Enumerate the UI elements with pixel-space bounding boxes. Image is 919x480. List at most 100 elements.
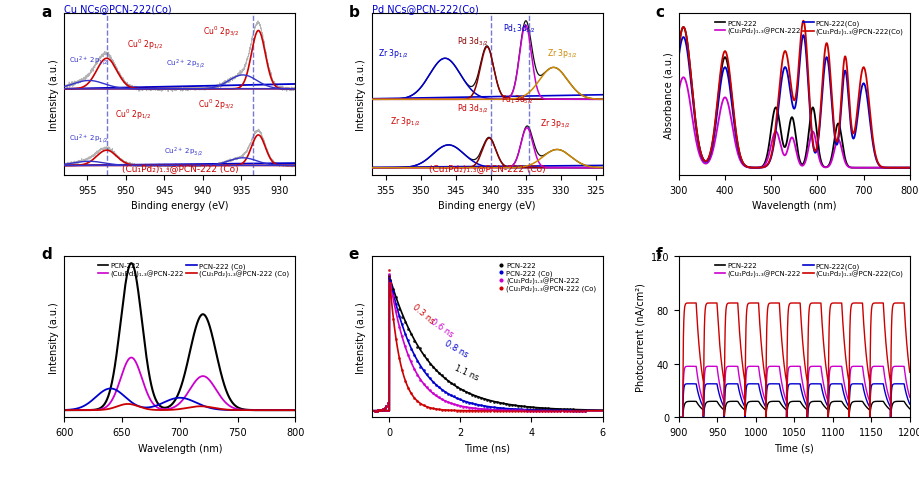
Point xyxy=(505,407,519,414)
Point xyxy=(505,407,519,415)
Point xyxy=(456,407,471,415)
Point xyxy=(414,376,428,384)
Point xyxy=(483,397,498,405)
X-axis label: Wavelength (nm): Wavelength (nm) xyxy=(138,443,222,453)
Text: b: b xyxy=(348,5,359,20)
Point xyxy=(468,393,482,400)
Point xyxy=(495,407,510,414)
Point xyxy=(550,407,565,414)
Point xyxy=(553,407,568,415)
Point xyxy=(541,407,556,415)
X-axis label: Binding energy (eV): Binding energy (eV) xyxy=(131,201,229,211)
Point xyxy=(398,330,413,338)
Point xyxy=(565,407,580,415)
Point xyxy=(483,407,498,415)
Point xyxy=(556,406,571,413)
Point xyxy=(468,405,482,412)
Point xyxy=(502,401,516,408)
Point xyxy=(483,406,498,414)
Point xyxy=(538,407,552,414)
Point xyxy=(368,407,382,415)
Point xyxy=(498,407,513,414)
Point xyxy=(493,404,507,412)
Point xyxy=(510,407,525,414)
Point xyxy=(422,360,437,368)
Point xyxy=(425,378,440,385)
Point xyxy=(382,275,397,282)
Point xyxy=(514,407,528,414)
Text: $\rm Cu^{2+}\ 2p_{3/2}$: $\rm Cu^{2+}\ 2p_{3/2}$ xyxy=(164,144,203,157)
Point xyxy=(577,407,592,415)
Point xyxy=(371,407,386,414)
Point xyxy=(480,396,494,404)
Legend: PCN-222, PCN-222 (Co), (Cu₁Pd₂)₁.₃@PCN-222, (Cu₁Pd₂)₁.₃@PCN-222 (Co): PCN-222, PCN-222 (Co), (Cu₁Pd₂)₁.₃@PCN-2… xyxy=(495,260,599,295)
Point xyxy=(407,394,422,402)
Point xyxy=(465,391,480,399)
Point xyxy=(380,399,395,407)
Point xyxy=(437,406,452,414)
Point xyxy=(404,390,419,397)
Point xyxy=(456,397,471,405)
Point xyxy=(505,405,519,413)
Point xyxy=(474,407,489,415)
Point xyxy=(419,384,434,391)
Point xyxy=(538,407,552,415)
Point xyxy=(577,407,592,415)
Text: $\rm Cu^0\ 2p_{1/2}$: $\rm Cu^0\ 2p_{1/2}$ xyxy=(115,108,152,121)
Point xyxy=(477,407,492,415)
Point xyxy=(377,405,391,412)
Text: $\rm Cu^0\ 2p_{3/2}$: $\rm Cu^0\ 2p_{3/2}$ xyxy=(199,98,234,112)
Y-axis label: Photocurrent (nA/cm²): Photocurrent (nA/cm²) xyxy=(635,283,645,391)
Point xyxy=(462,407,477,415)
Point xyxy=(526,407,540,415)
Text: 1.1 ns: 1.1 ns xyxy=(453,363,481,382)
Point xyxy=(401,337,415,345)
Point xyxy=(379,403,393,410)
Point xyxy=(514,406,528,413)
Point xyxy=(459,398,473,406)
Point xyxy=(493,399,507,407)
Point xyxy=(498,400,513,408)
Point xyxy=(516,403,531,410)
Point xyxy=(526,407,540,415)
Point xyxy=(577,406,592,414)
Point xyxy=(379,403,393,410)
X-axis label: Time (s): Time (s) xyxy=(775,443,814,453)
Point xyxy=(428,381,443,389)
Point xyxy=(369,407,384,415)
Point xyxy=(480,406,494,413)
Point xyxy=(407,337,422,345)
Point xyxy=(538,405,552,412)
Point xyxy=(416,402,431,409)
Point xyxy=(440,377,455,385)
Point xyxy=(440,407,455,414)
Point xyxy=(389,294,403,301)
Point xyxy=(435,406,449,414)
Point xyxy=(389,307,403,315)
Point xyxy=(431,406,446,413)
Point xyxy=(462,399,477,407)
Point xyxy=(562,407,577,415)
Point xyxy=(374,406,389,414)
Point xyxy=(440,390,455,397)
Point xyxy=(532,407,547,415)
Point xyxy=(444,399,459,407)
Point xyxy=(410,372,425,379)
Point xyxy=(386,287,401,295)
Point xyxy=(401,384,415,392)
Point xyxy=(562,407,577,415)
Point xyxy=(477,402,492,410)
Point xyxy=(456,403,471,410)
X-axis label: Time (ns): Time (ns) xyxy=(464,443,510,453)
Point xyxy=(568,407,583,415)
Point xyxy=(447,380,461,388)
Legend: PCN-222, (Cu₁Pd₂)₁.₃@PCN-222, PCN-222(Co), (Cu₁Pd₂)₁.₃@PCN-222(Co): PCN-222, (Cu₁Pd₂)₁.₃@PCN-222, PCN-222(Co… xyxy=(711,260,906,280)
Point xyxy=(416,351,431,359)
Point xyxy=(547,407,562,415)
Point xyxy=(380,399,395,407)
Point xyxy=(410,397,425,405)
Point xyxy=(502,407,516,415)
Text: d: d xyxy=(41,247,52,262)
Point xyxy=(474,402,489,409)
Point xyxy=(507,407,522,415)
